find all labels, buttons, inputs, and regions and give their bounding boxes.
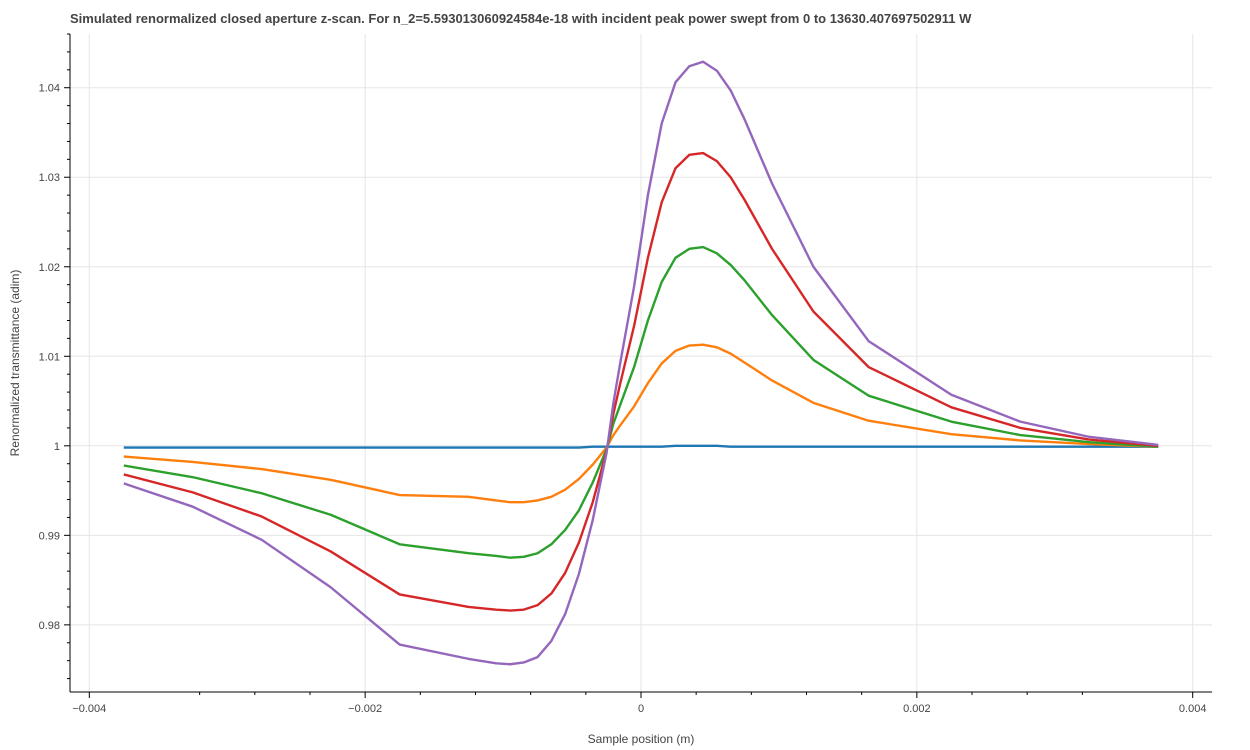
series-line (123, 245, 1159, 559)
series-line (123, 151, 1159, 612)
series-line (123, 444, 1159, 449)
x-axis-label: Sample position (m) (588, 732, 695, 746)
y-tick-label: 0.98 (39, 620, 60, 632)
series-lines (123, 60, 1159, 666)
x-tick-label: −0.002 (348, 703, 382, 715)
y-axis-label: Renormalized transmittance (adim) (8, 270, 22, 457)
x-tick-label: 0 (638, 703, 644, 715)
x-tick-label: −0.004 (72, 703, 106, 715)
chart-title: Simulated renormalized closed aperture z… (70, 11, 972, 26)
axes: −0.004 −0.002 0 0.002 0.004 0.98 0.99 1 1.01 1.02… (39, 33, 1212, 715)
y-tick-label: 1.02 (39, 262, 60, 274)
x-tick-label: 0.004 (1179, 703, 1207, 715)
y-tick-label: 1.04 (39, 83, 60, 95)
y-tick-label: 0.99 (39, 530, 60, 542)
y-tick-label: 1.01 (39, 351, 60, 363)
series-line (123, 343, 1159, 504)
x-tick-label: 0.002 (903, 703, 931, 715)
series-line (123, 60, 1159, 666)
y-tick-label: 1 (54, 441, 60, 453)
y-tick-label: 1.03 (39, 172, 60, 184)
